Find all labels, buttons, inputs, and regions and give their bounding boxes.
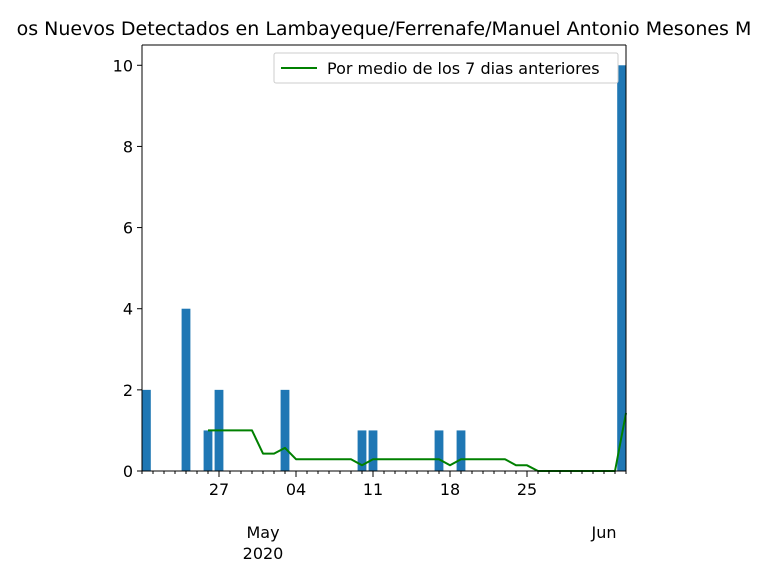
- bar: [357, 430, 367, 471]
- x-tick-label: 18: [440, 480, 460, 499]
- x-year-label: 2020: [243, 544, 284, 563]
- legend-label: Por medio de los 7 dias anteriores: [327, 59, 600, 78]
- bar: [142, 389, 151, 471]
- x-tick-label: 04: [286, 480, 306, 499]
- chart-title: os Nuevos Detectados en Lambayeque/Ferre…: [17, 18, 752, 40]
- legend-box: [273, 52, 619, 84]
- bar: [434, 430, 444, 471]
- bar: [368, 430, 378, 471]
- y-tick-label: 10: [113, 56, 133, 75]
- y-axis: 0 2 4 6 8 10: [113, 56, 142, 481]
- y-tick-label: 8: [123, 137, 133, 156]
- y-tick-label: 6: [123, 219, 133, 238]
- y-tick-label: 4: [123, 300, 133, 319]
- bar: [280, 389, 290, 471]
- x-tick-label: 27: [209, 480, 229, 499]
- y-tick-label: 0: [123, 462, 133, 481]
- legend: Por medio de los 7 dias anteriores: [273, 52, 619, 84]
- x-tick-label: 25: [517, 480, 537, 499]
- x-tick-label: 11: [363, 480, 383, 499]
- bar: [617, 65, 626, 472]
- x-axis: 27 04 11 18 25 May 2020 Jun: [141, 471, 627, 563]
- bar: [181, 308, 191, 471]
- y-tick-label: 2: [123, 381, 133, 400]
- bar: [456, 430, 466, 471]
- x-month-label: May: [246, 523, 279, 542]
- x-month-label: Jun: [591, 523, 617, 542]
- bar: [203, 430, 213, 471]
